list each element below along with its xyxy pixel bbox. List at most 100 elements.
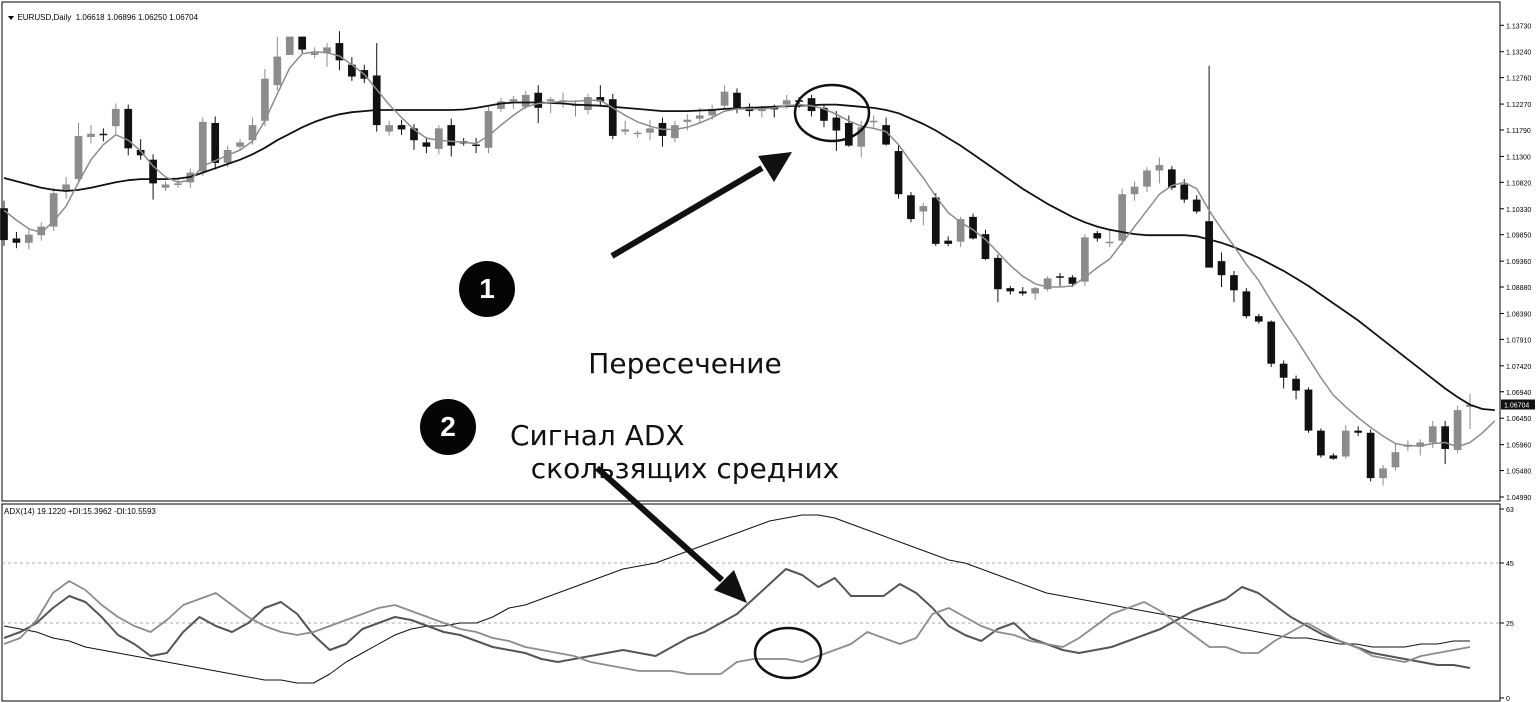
adx-tick-label: 63: [1506, 507, 1514, 514]
price-tick-label: 1.07910: [1506, 337, 1531, 344]
candle-body: [1453, 410, 1462, 451]
candle-body: [472, 144, 480, 147]
annotation-label-1-line1: Пересечение: [588, 347, 782, 380]
collapse-triangle-icon[interactable]: [8, 15, 15, 20]
candle-body: [1155, 165, 1164, 171]
candle-body: [969, 216, 977, 239]
candle-body: [596, 97, 605, 102]
candle-body: [907, 195, 915, 220]
candle-body: [956, 219, 965, 242]
candle-body: [820, 107, 828, 121]
candle-body: [397, 125, 406, 130]
candle-body: [1205, 221, 1213, 268]
candle-body: [882, 125, 890, 145]
candle-body: [584, 97, 592, 111]
candle-body: [37, 226, 46, 236]
price-tick-label: 1.13730: [1506, 23, 1531, 30]
candle-body: [87, 133, 95, 137]
candle-body: [62, 184, 70, 190]
candle-body: [546, 99, 555, 102]
candle-body: [1304, 389, 1313, 431]
candle-body: [894, 151, 903, 195]
candle-body: [671, 125, 679, 139]
arrow-2-head-icon: [714, 570, 747, 603]
candle-body: [1242, 291, 1251, 317]
candle-body: [1043, 278, 1052, 290]
candle-body: [1279, 363, 1288, 378]
candle-body: [298, 36, 307, 50]
candle-body: [919, 206, 928, 212]
price-tick-label: 1.08880: [1506, 285, 1531, 292]
candle-body: [1018, 291, 1027, 294]
last-price-label: 1.06704: [1504, 402, 1529, 409]
price-tick-label: 1.13240: [1506, 50, 1531, 57]
annotation-shapes: [594, 83, 871, 680]
candle-body: [12, 238, 21, 243]
price-tick-label: 1.04990: [1506, 495, 1531, 502]
candle-body: [1056, 276, 1064, 278]
candle-body: [1329, 455, 1338, 459]
adx-tick-label: 45: [1506, 561, 1514, 568]
candle-body: [994, 257, 1002, 290]
candle-body: [608, 99, 617, 136]
arrow-1-head-icon: [758, 152, 792, 182]
candle-body: [720, 91, 729, 106]
price-tick-label: 1.11300: [1506, 154, 1531, 161]
adx-tick-label: 0: [1506, 696, 1510, 703]
ohlc-values: 1.06618 1.06896 1.06250 1.06704: [75, 13, 199, 22]
candle-body: [1317, 430, 1325, 456]
candlestick-series: [0, 31, 1474, 486]
badge-1: 1: [459, 261, 515, 317]
adx-header: ADX(14) 19.1220 +DI:15.3962 -DI:10.5593: [4, 507, 156, 516]
candle-body: [1254, 316, 1263, 322]
candle-body: [1441, 426, 1450, 449]
minus-di-line: [3, 580, 1471, 675]
price-tick-label: 1.05960: [1506, 443, 1531, 450]
candle-body: [1118, 194, 1126, 241]
candle-body: [1130, 186, 1139, 195]
price-tick-label: 1.05480: [1506, 469, 1531, 476]
candle-body: [1093, 233, 1102, 239]
candle-body: [931, 197, 940, 244]
candle-body: [484, 111, 493, 148]
price-tick-label: 1.08390: [1506, 311, 1531, 318]
candle-body: [0, 208, 8, 241]
candle-body: [832, 117, 841, 131]
candle-body: [1006, 288, 1015, 292]
candle-body: [273, 56, 282, 86]
crossover-circle-1: [793, 83, 871, 143]
price-tick-label: 1.10330: [1506, 207, 1531, 214]
candle-body: [74, 135, 83, 180]
candle-body: [111, 108, 120, 127]
price-tick-label: 1.11790: [1506, 128, 1531, 135]
candle-body: [646, 128, 654, 133]
candle-body: [49, 193, 58, 227]
candle-body: [1081, 237, 1089, 282]
main-pane-border: [1, 1, 1501, 502]
candle-body: [1341, 430, 1350, 457]
candle-body: [149, 159, 157, 184]
candle-body: [136, 149, 145, 156]
candle-body: [1267, 321, 1276, 364]
candle-body: [434, 128, 443, 149]
candle-body: [695, 115, 704, 119]
adx-line: [3, 514, 1470, 684]
main-chart-header: EURUSD,Daily 1.06618 1.06896 1.06250 1.0…: [4, 4, 198, 22]
candle-body: [99, 133, 108, 136]
candle-body: [1068, 277, 1077, 284]
candle-body: [335, 43, 344, 61]
candle-body: [1192, 199, 1201, 212]
candle-body: [1217, 261, 1226, 276]
candle-body: [198, 121, 207, 172]
candle-body: [857, 127, 866, 147]
adx-level-lines: [2, 562, 1500, 624]
candle-body: [1167, 169, 1176, 188]
pane-frames: [1, 1, 1501, 702]
price-tick-label: 1.12760: [1506, 76, 1531, 83]
candle-body: [261, 78, 269, 121]
slow-ma-line: [3, 101, 1495, 411]
arrow-1-shaft: [610, 165, 764, 259]
candle-body: [782, 100, 791, 105]
candle-body: [161, 184, 170, 188]
price-tick-label: 1.06940: [1506, 390, 1531, 397]
